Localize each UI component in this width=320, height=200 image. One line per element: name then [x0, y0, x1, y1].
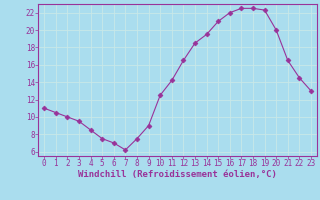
X-axis label: Windchill (Refroidissement éolien,°C): Windchill (Refroidissement éolien,°C) — [78, 170, 277, 179]
